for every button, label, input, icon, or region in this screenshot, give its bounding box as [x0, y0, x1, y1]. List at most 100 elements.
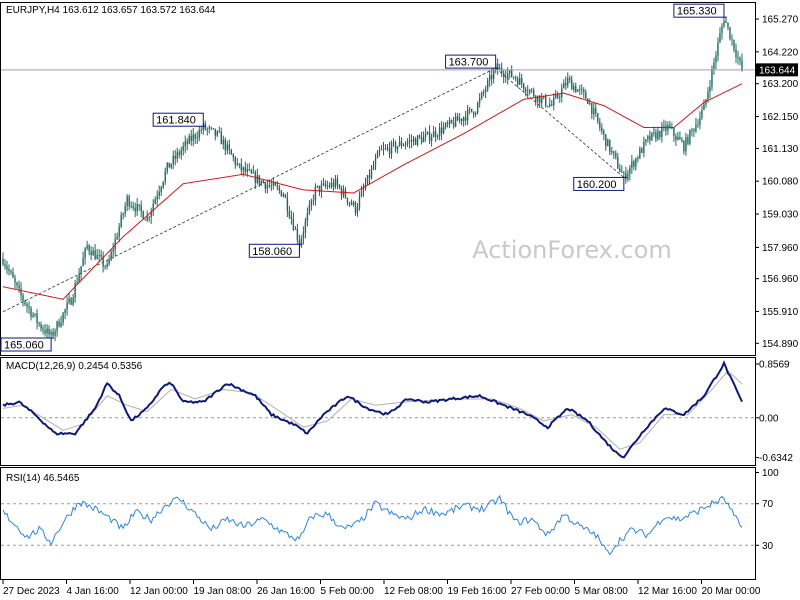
candle-body: [587, 98, 589, 104]
candle-body: [100, 255, 102, 257]
candle-body: [717, 42, 719, 56]
macd-axis-label: 0.8569: [759, 359, 790, 370]
candle-body: [663, 125, 665, 127]
candle-body: [332, 182, 335, 187]
candle-body: [450, 120, 453, 123]
candle-body: [128, 196, 130, 207]
candle-body: [685, 137, 687, 152]
candle-body: [488, 75, 491, 81]
x-axis-label: 12 Feb 08:00: [384, 586, 443, 597]
candle-body: [140, 205, 142, 212]
candle-body: [218, 131, 220, 133]
candle-body: [611, 151, 613, 153]
candle-body: [180, 150, 182, 155]
candle-body: [581, 88, 583, 90]
candle-body: [282, 194, 285, 197]
candle-body: [555, 94, 557, 98]
candle-body: [66, 302, 68, 310]
current-price-tag-box: [756, 63, 798, 77]
candle-body: [613, 151, 615, 154]
candle-body: [284, 194, 287, 198]
candle-body: [172, 155, 174, 165]
macd-panel-frame: [0, 357, 756, 466]
candle-body: [32, 314, 34, 317]
candle-body: [194, 134, 196, 139]
candle-body: [298, 240, 301, 246]
candle-body: [18, 285, 20, 289]
candle-body: [673, 127, 675, 136]
candle-body: [96, 255, 98, 260]
candle-body: [414, 138, 417, 145]
candle-body: [623, 172, 625, 174]
candle-body: [224, 139, 227, 151]
candle-body: [466, 109, 469, 121]
candle-body: [677, 136, 679, 140]
candle-body: [150, 210, 152, 218]
price-callout-label: 161.840: [156, 115, 196, 127]
candle-body: [166, 162, 168, 172]
price-callout-box: [573, 176, 625, 191]
candle-body: [537, 95, 539, 102]
candle-body: [380, 149, 383, 151]
candle-body: [240, 163, 243, 171]
candle-body: [68, 298, 70, 303]
candle-body: [362, 188, 365, 191]
candle-body: [418, 135, 421, 138]
candle-body: [52, 331, 54, 336]
candle-body: [60, 322, 62, 327]
candle-body: [270, 185, 273, 187]
candle-body: [232, 154, 235, 158]
rsi-axis-label: 70: [762, 499, 774, 510]
candle-body: [130, 206, 132, 208]
candle-body: [506, 73, 509, 79]
candle-body: [420, 137, 423, 143]
macd-axis-label: -0.6342: [759, 453, 793, 464]
candle-body: [454, 116, 457, 127]
current-price-tag: 163.644: [756, 63, 798, 77]
candle-body: [8, 269, 10, 272]
candle-body: [671, 127, 673, 129]
candle-body: [456, 116, 459, 121]
candle-body: [633, 161, 635, 167]
candle-body: [721, 25, 723, 34]
candle-body: [368, 175, 371, 178]
rsi-y-axis: 100 70 30: [755, 468, 779, 552]
candle-body: [404, 143, 407, 146]
rsi-axis-label: 100: [762, 468, 779, 479]
candle-body: [731, 39, 733, 40]
candle-body: [346, 197, 349, 203]
candle-body: [657, 131, 659, 140]
candle-body: [615, 153, 617, 158]
x-axis-label: 20 Mar 00:00: [702, 586, 761, 597]
candle-body: [274, 182, 277, 186]
candle-body: [192, 134, 194, 141]
candle-body: [693, 129, 695, 132]
price-callouts: 165.060 161.840 158.060 163.700 160.200 165.3…: [0, 3, 727, 352]
macd-panel: MACD(12,26,9) 0.2454 0.5356: [0, 357, 756, 466]
candle-body: [260, 180, 263, 184]
x-axis-label: 5 Mar 08:00: [575, 586, 629, 597]
candle-body: [498, 67, 501, 70]
candle-body: [228, 144, 231, 150]
candle-body: [84, 248, 86, 258]
candle-body: [426, 131, 429, 134]
candle-body: [2, 258, 4, 265]
candle-body: [44, 330, 46, 334]
candle-body: [735, 49, 737, 58]
candle-body: [543, 96, 545, 98]
price-callout-box: [0, 337, 52, 352]
price-callout-label: 163.700: [449, 57, 489, 69]
candle-body: [436, 136, 439, 137]
candle-body: [266, 185, 269, 189]
candle-body: [715, 55, 717, 63]
x-axis-label: 19 Feb 16:00: [448, 586, 507, 597]
candle-body: [625, 172, 627, 180]
candle-body: [90, 251, 92, 256]
candle-body: [573, 86, 575, 90]
candle-body: [703, 104, 705, 111]
price-panel-frame: [0, 2, 756, 356]
candle-body: [50, 331, 52, 335]
candle-body: [527, 91, 529, 93]
candle-body: [164, 171, 166, 182]
macd-header: MACD(12,26,9) 0.2454 0.5356: [6, 361, 143, 372]
